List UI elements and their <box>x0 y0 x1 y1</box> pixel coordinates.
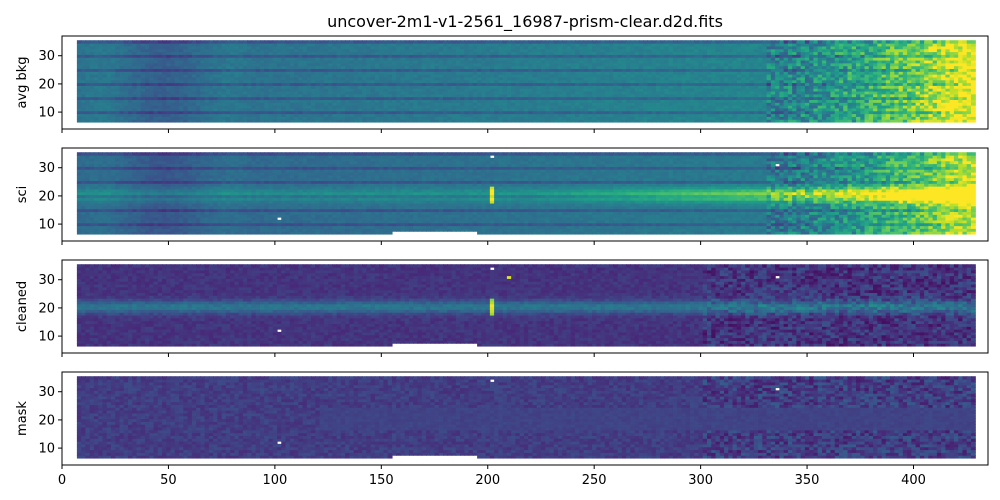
spectrum-image-sci <box>77 152 976 234</box>
y-tick-label: 20 <box>38 189 55 204</box>
x-tick-label: 100 <box>262 473 287 488</box>
y-tick-label: 10 <box>38 106 55 121</box>
x-tick-label: 400 <box>901 473 926 488</box>
panel-ylabel: mask <box>15 401 30 436</box>
x-tick-label: 50 <box>160 473 177 488</box>
y-tick-label: 20 <box>38 413 55 428</box>
y-tick-label: 20 <box>38 301 55 316</box>
x-tick-label: 350 <box>795 473 820 488</box>
x-tick-label: 200 <box>475 473 500 488</box>
x-tick-label: 250 <box>582 473 607 488</box>
panel-ylabel: sci <box>15 186 30 204</box>
x-tick-label: 300 <box>688 473 713 488</box>
y-tick-label: 30 <box>38 385 55 400</box>
y-tick-label: 10 <box>38 218 55 233</box>
spectrum-image-mask <box>77 376 976 458</box>
panel-cleaned: 10 20 30 cleaned <box>15 260 988 357</box>
y-tick-label: 30 <box>38 49 55 64</box>
y-tick-label: 20 <box>38 77 55 92</box>
y-tick-label: 10 <box>38 442 55 457</box>
x-tick-label: 0 <box>58 473 66 488</box>
x-tick-label: 150 <box>369 473 394 488</box>
spectrum-image-cleaned <box>77 264 976 346</box>
panel-ylabel: avg bkg <box>15 56 30 108</box>
y-tick-label: 30 <box>38 273 55 288</box>
chart-title: uncover-2m1-v1-2561_16987-prism-clear.d2… <box>327 12 723 32</box>
panel-ylabel: cleaned <box>15 281 30 332</box>
panel-avg-bkg: 10 20 30 avg bkg <box>15 36 988 133</box>
y-tick-label: 10 <box>38 330 55 345</box>
spectrum-image-avg-bkg <box>77 40 976 122</box>
panel-sci: 10 20 30 sci <box>15 148 988 245</box>
y-tick-label: 30 <box>38 161 55 176</box>
